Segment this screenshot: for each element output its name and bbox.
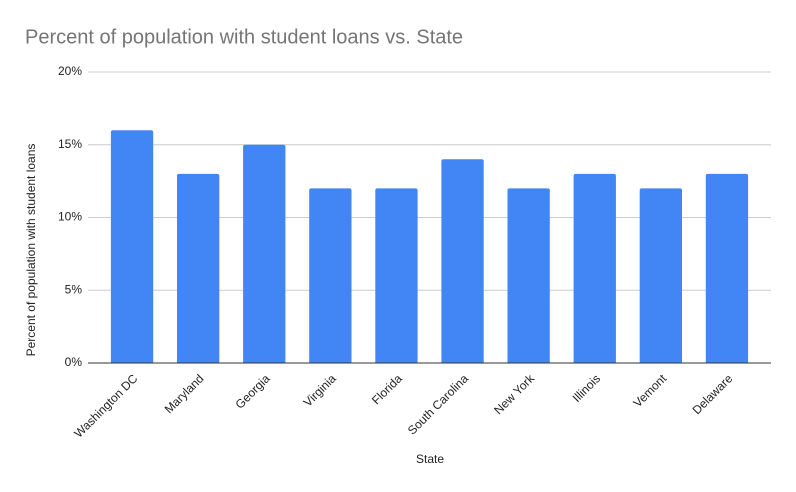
bar (110, 130, 154, 363)
bar (176, 173, 220, 363)
y-tick-label: 10% (58, 210, 82, 224)
bar (507, 188, 550, 363)
bar (375, 188, 418, 363)
bar (705, 173, 749, 363)
y-axis-title: Percent of population with student loans (24, 144, 38, 357)
y-tick-label: 5% (65, 282, 83, 296)
bar (309, 188, 352, 363)
bar (441, 159, 484, 363)
y-tick-label: 0% (65, 355, 83, 369)
x-axis-title: State (416, 452, 444, 466)
bar (639, 188, 683, 363)
bar (573, 173, 616, 363)
chart-title: Percent of population with student loans… (25, 26, 463, 48)
bar (243, 144, 286, 363)
y-tick-label: 15% (58, 137, 82, 151)
y-tick-label: 20% (58, 64, 82, 78)
